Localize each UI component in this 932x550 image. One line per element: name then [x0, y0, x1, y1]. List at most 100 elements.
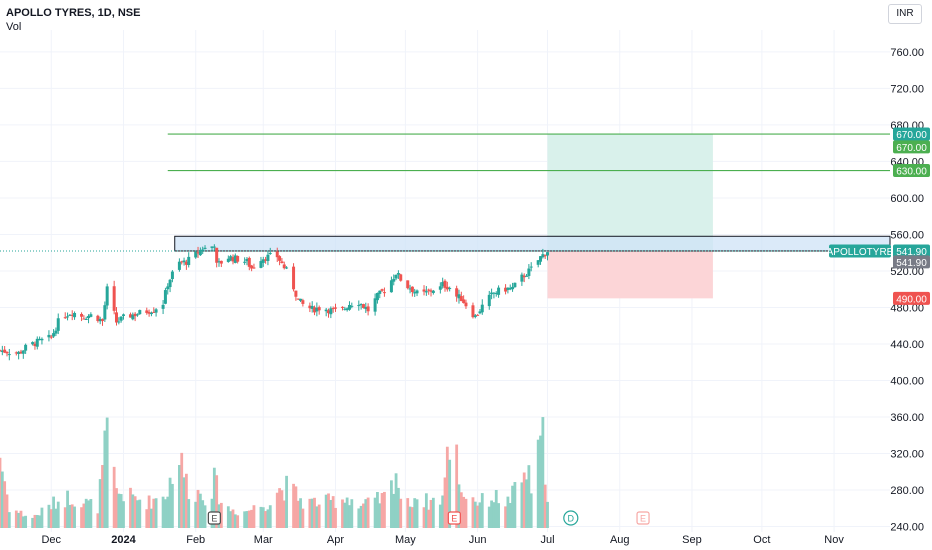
volume-bar: [494, 489, 498, 528]
volume-bar: [373, 497, 377, 528]
candle: [170, 271, 174, 280]
candle: [82, 318, 86, 320]
candle: [7, 354, 11, 356]
entry-tag: 541.90: [896, 258, 927, 269]
volume-bar: [133, 496, 137, 528]
volume-bar: [492, 502, 496, 528]
volume-bar: [315, 506, 319, 528]
volume-bar: [529, 493, 533, 528]
stop-zone: [547, 250, 713, 299]
candle: [327, 310, 331, 314]
volume-bar: [226, 506, 230, 528]
volume-bar: [63, 507, 67, 528]
target-tag-bg: [893, 140, 930, 154]
volume-bar: [497, 503, 500, 528]
y-tick-label: 480.00: [890, 302, 924, 314]
symbol-title: APOLLO TYRES, 1D, NSE: [6, 7, 141, 19]
candle: [131, 314, 135, 320]
candle: [215, 247, 219, 263]
volume-bar: [380, 493, 384, 528]
candle: [66, 316, 70, 318]
volume-bar: [278, 488, 281, 528]
candle: [250, 265, 254, 269]
x-tick-label: May: [395, 534, 416, 546]
volume-bar: [82, 503, 86, 528]
candle: [543, 255, 547, 257]
volume-bar: [313, 497, 316, 528]
candle: [415, 290, 419, 294]
volume-bar: [233, 514, 237, 528]
candle: [282, 264, 286, 269]
candle: [87, 316, 91, 319]
candle: [194, 251, 198, 258]
x-tick-label: Sep: [682, 534, 702, 546]
candle: [399, 274, 403, 281]
candle: [245, 258, 249, 262]
candle: [357, 305, 361, 307]
volume-bar: [546, 501, 549, 528]
candle: [424, 291, 428, 293]
currency-button[interactable]: INR: [888, 4, 922, 24]
candle: [457, 294, 461, 299]
volume-bar: [180, 452, 184, 528]
volume-bar: [513, 482, 517, 528]
candle: [285, 267, 289, 269]
volume-bar: [247, 510, 251, 528]
volume-bar: [98, 479, 102, 528]
y-tick-label: 320.00: [890, 449, 924, 461]
volume-bar: [296, 500, 300, 528]
candle: [480, 304, 484, 313]
candle: [380, 289, 384, 291]
volume-bar: [462, 496, 466, 528]
event-marker-letter: E: [640, 514, 646, 524]
volume-bar: [308, 498, 312, 528]
candle: [103, 305, 107, 320]
x-tick-label: Dec: [41, 534, 61, 546]
volume-bar: [35, 514, 39, 528]
candle: [513, 282, 517, 288]
volume-bar: [299, 498, 302, 528]
candle: [112, 286, 116, 311]
x-tick-label: Jul: [540, 534, 554, 546]
candle: [504, 287, 508, 292]
volume-bar: [115, 488, 118, 528]
volume-bar: [441, 495, 445, 528]
volume-bar: [455, 444, 459, 528]
volume-label: Vol: [6, 21, 22, 33]
level-tag: 630.00: [896, 167, 927, 178]
candle: [182, 260, 186, 263]
volume-bar: [177, 465, 181, 528]
candle: [5, 351, 9, 354]
event-marker-letter: E: [211, 514, 217, 524]
volume-bar: [129, 487, 132, 528]
volume-bar: [38, 515, 42, 528]
candle: [422, 289, 426, 292]
candle: [292, 266, 296, 290]
volume-bar: [198, 493, 202, 528]
volume-bar: [201, 500, 205, 528]
volume-bar: [96, 513, 100, 528]
candle: [133, 313, 137, 317]
candle: [382, 292, 386, 294]
event-marker-letter: E: [451, 514, 457, 524]
volume-bar: [448, 459, 452, 528]
volume-bar: [392, 493, 396, 528]
candle: [184, 261, 188, 265]
candle: [536, 260, 540, 265]
candle: [333, 307, 337, 309]
candle: [511, 286, 515, 290]
volume-bar: [166, 496, 170, 528]
candle: [252, 267, 256, 269]
volume-bar: [334, 507, 337, 528]
volume-bar: [24, 515, 28, 528]
volume-bar: [511, 485, 514, 528]
stop-tag-bg: [893, 291, 930, 305]
volume-bar: [327, 493, 330, 528]
volume-bar: [345, 497, 349, 528]
candle: [187, 256, 191, 266]
volume-bar: [138, 499, 142, 528]
candle: [539, 256, 543, 262]
volume-bar: [150, 508, 153, 528]
volume-bar: [413, 498, 417, 528]
